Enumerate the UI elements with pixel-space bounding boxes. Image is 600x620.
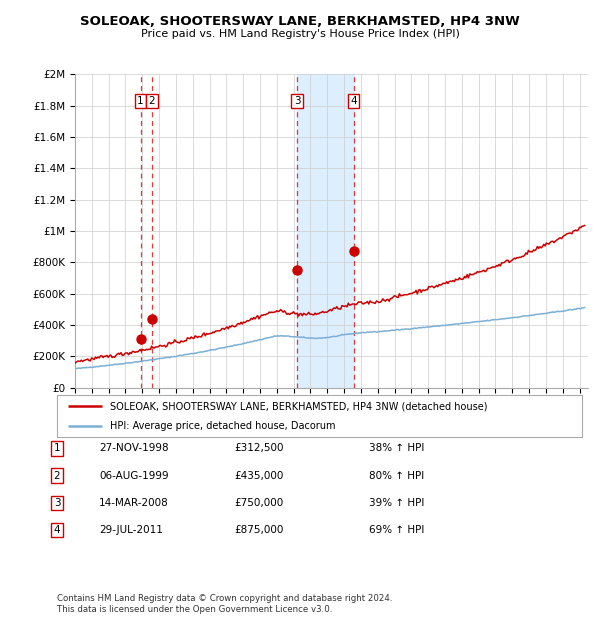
Text: SOLEOAK, SHOOTERSWAY LANE, BERKHAMSTED, HP4 3NW (detached house): SOLEOAK, SHOOTERSWAY LANE, BERKHAMSTED, …: [110, 401, 487, 411]
Text: 1: 1: [53, 443, 61, 453]
Text: £435,000: £435,000: [234, 471, 283, 480]
Text: 27-NOV-1998: 27-NOV-1998: [99, 443, 169, 453]
Text: 29-JUL-2011: 29-JUL-2011: [99, 525, 163, 535]
Text: 06-AUG-1999: 06-AUG-1999: [99, 471, 169, 480]
Text: 80% ↑ HPI: 80% ↑ HPI: [369, 471, 424, 480]
Text: 39% ↑ HPI: 39% ↑ HPI: [369, 498, 424, 508]
Text: Price paid vs. HM Land Registry's House Price Index (HPI): Price paid vs. HM Land Registry's House …: [140, 29, 460, 39]
FancyBboxPatch shape: [57, 395, 582, 437]
Text: 4: 4: [350, 96, 357, 106]
Text: £875,000: £875,000: [234, 525, 283, 535]
Text: 2: 2: [149, 96, 155, 106]
Text: 2: 2: [53, 471, 61, 480]
Text: 69% ↑ HPI: 69% ↑ HPI: [369, 525, 424, 535]
Text: HPI: Average price, detached house, Dacorum: HPI: Average price, detached house, Daco…: [110, 421, 335, 431]
Text: 4: 4: [53, 525, 61, 535]
Text: Contains HM Land Registry data © Crown copyright and database right 2024.: Contains HM Land Registry data © Crown c…: [57, 593, 392, 603]
Text: 3: 3: [53, 498, 61, 508]
Text: 1: 1: [137, 96, 144, 106]
Bar: [297, 74, 354, 388]
Text: £750,000: £750,000: [234, 498, 283, 508]
Text: SOLEOAK, SHOOTERSWAY LANE, BERKHAMSTED, HP4 3NW: SOLEOAK, SHOOTERSWAY LANE, BERKHAMSTED, …: [80, 16, 520, 28]
Text: 14-MAR-2008: 14-MAR-2008: [99, 498, 169, 508]
Text: 38% ↑ HPI: 38% ↑ HPI: [369, 443, 424, 453]
Text: £312,500: £312,500: [234, 443, 284, 453]
Text: This data is licensed under the Open Government Licence v3.0.: This data is licensed under the Open Gov…: [57, 604, 332, 614]
Text: 3: 3: [294, 96, 301, 106]
